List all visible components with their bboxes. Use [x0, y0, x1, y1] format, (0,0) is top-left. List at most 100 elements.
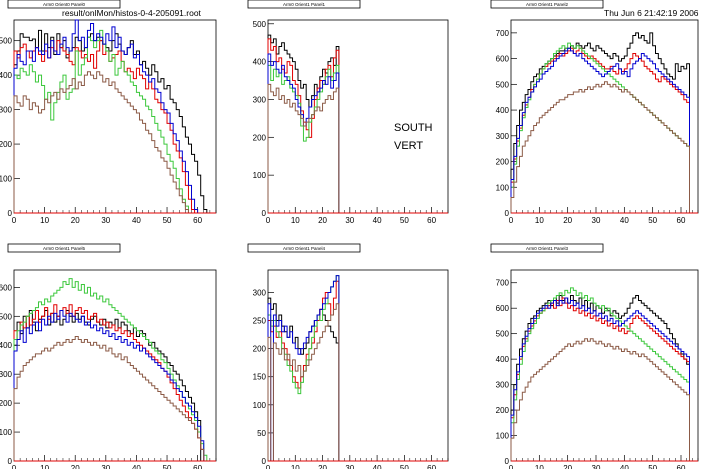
panel-6-ytick-label: 600	[496, 304, 510, 313]
panel-4-xtick-label: 20	[71, 464, 80, 469]
panel-5-title: Arm0 Orient1 Panel4	[283, 246, 326, 251]
panel-6-series-brown	[510, 338, 693, 462]
panel-1-series-green	[13, 29, 210, 214]
panel-2-series-brown	[267, 83, 342, 214]
panel-6-xtick-label: 0	[509, 464, 514, 469]
panel-6-ytick-label: 400	[496, 355, 510, 364]
panel-1-xtick-label: 40	[132, 216, 141, 225]
panel-6-ytick-label: 200	[496, 406, 510, 415]
panel-6-title: Arm0 Orient1 Panel3	[526, 246, 569, 251]
panel-4-ytick-label: 200	[0, 399, 13, 408]
panel-3-ytick-label: 200	[496, 158, 510, 167]
panel-1-ytick-label: 500	[0, 37, 13, 46]
panel-5-xtick-label: 20	[318, 464, 327, 469]
panel-1-series-black	[13, 29, 210, 214]
panel-4-series-green	[13, 278, 210, 462]
panel-2-xtick-label: 60	[427, 216, 436, 225]
panel-2-series-black	[267, 34, 342, 214]
panel-3-series-red	[510, 47, 693, 214]
panel-4-ytick-label: 500	[0, 312, 13, 321]
panel-2-xtick-label: 40	[373, 216, 382, 225]
file-path-label: result/onlMon/histos-0-4-205091.root	[62, 8, 201, 18]
panel-4-series-red	[13, 304, 210, 462]
panel-3-series-black	[510, 32, 693, 214]
panel-6-xtick-label: 10	[535, 464, 544, 469]
panel-5-xtick-label: 40	[373, 464, 382, 469]
panel-3-xtick-label: 50	[648, 216, 657, 225]
panel-2-ytick-label: 0	[262, 209, 267, 218]
panel-3-ytick-label: 100	[496, 183, 510, 192]
panel-6-ytick-label: 700	[496, 279, 510, 288]
panel-6-xtick-label: 60	[677, 464, 686, 469]
panel-4-series-black	[13, 310, 210, 462]
panel-4-ytick-label: 400	[0, 341, 13, 350]
panel-6-series-green	[510, 287, 693, 462]
panel-5-ytick-label: 150	[253, 373, 267, 382]
region-label-south: SOUTH	[394, 122, 433, 134]
panel-3-ytick-label: 500	[496, 80, 510, 89]
panel-4-series-brown	[13, 336, 210, 462]
panel-6-series-red	[510, 297, 693, 462]
panel-1-title-box	[7, 0, 121, 9]
panel-4-xtick-label: 40	[132, 464, 141, 469]
panel-4-ytick-label: 600	[0, 283, 13, 292]
panel-4-title: Arm0 Orient1 Panel5	[43, 246, 86, 251]
panel-4-xtick-label: 50	[163, 464, 172, 469]
panel-3-xtick-label: 60	[677, 216, 686, 225]
panel-2-xtick-label: 20	[318, 216, 327, 225]
panel-3-ytick-label: 400	[496, 106, 510, 115]
panel-3-frame	[510, 19, 699, 214]
panel-3-xtick-label: 0	[509, 216, 514, 225]
panel-6-series-blue	[510, 297, 693, 462]
panel-5-xtick-label: 0	[266, 464, 271, 469]
region-label-vert: VERT	[394, 140, 424, 152]
panel-6-title-box	[490, 243, 604, 253]
panel-3-series-blue	[510, 47, 693, 214]
panel-6-xtick-label: 20	[563, 464, 572, 469]
panel-5-ytick-label: 250	[253, 317, 267, 326]
panel-2-ytick-label: 500	[253, 20, 267, 29]
panel-5-xtick-label: 50	[400, 464, 409, 469]
panel-1-ytick-label: 400	[0, 71, 13, 80]
panel-6-xtick-label: 40	[620, 464, 629, 469]
panel-3-ytick-label: 0	[505, 209, 510, 218]
panel-3-xtick-label: 40	[620, 216, 629, 225]
panel-6-ytick-label: 300	[496, 381, 510, 390]
panel-2-frame	[267, 19, 449, 214]
panel-5-ytick-label: 100	[253, 401, 267, 410]
timestamp-label: Thu Jun 6 21:42:19 2006	[604, 8, 699, 18]
panel-6-xtick-label: 30	[592, 464, 601, 469]
panel-2-ytick-label: 100	[253, 171, 267, 180]
panel-1-ytick-label: 0	[8, 209, 13, 218]
panel-2-xtick-label: 10	[291, 216, 300, 225]
panel-5-ytick-label: 0	[262, 457, 267, 466]
panel-1-series-brown	[13, 71, 210, 214]
panel-5-title-box	[247, 243, 361, 253]
panel-3-ytick-label: 300	[496, 132, 510, 141]
panel-1-xtick-label: 50	[163, 216, 172, 225]
panel-1-xtick-label: 60	[193, 216, 202, 225]
panel-1-series-red	[13, 40, 210, 214]
panel-1-xtick-label: 10	[40, 216, 49, 225]
panel-5-xtick-label: 30	[345, 464, 354, 469]
panel-2-series-blue	[267, 53, 342, 214]
panel-1-xtick-label: 30	[101, 216, 110, 225]
panel-2-ytick-label: 200	[253, 133, 267, 142]
panel-3-ytick-label: 700	[496, 29, 510, 38]
panel-3-xtick-label: 30	[592, 216, 601, 225]
panel-4-ytick-label: 0	[8, 457, 13, 466]
panel-2-title: Arm0 Orient1 Panel1	[283, 2, 326, 7]
panel-3-xtick-label: 20	[563, 216, 572, 225]
panel-5-xtick-label: 10	[291, 464, 300, 469]
panel-2-xtick-label: 30	[345, 216, 354, 225]
panel-4-xtick-label: 0	[12, 464, 17, 469]
panel-3-title: Arm0 Orient1 Panel2	[526, 2, 569, 7]
panel-4-ytick-label: 100	[0, 428, 13, 437]
panel-4-ytick-label: 300	[0, 370, 13, 379]
panel-1-title: Arm0 Orient0 Panel0	[43, 2, 86, 7]
panel-2-ytick-label: 300	[253, 95, 267, 104]
panel-6-ytick-label: 0	[505, 457, 510, 466]
panel-2-ytick-label: 400	[253, 58, 267, 67]
